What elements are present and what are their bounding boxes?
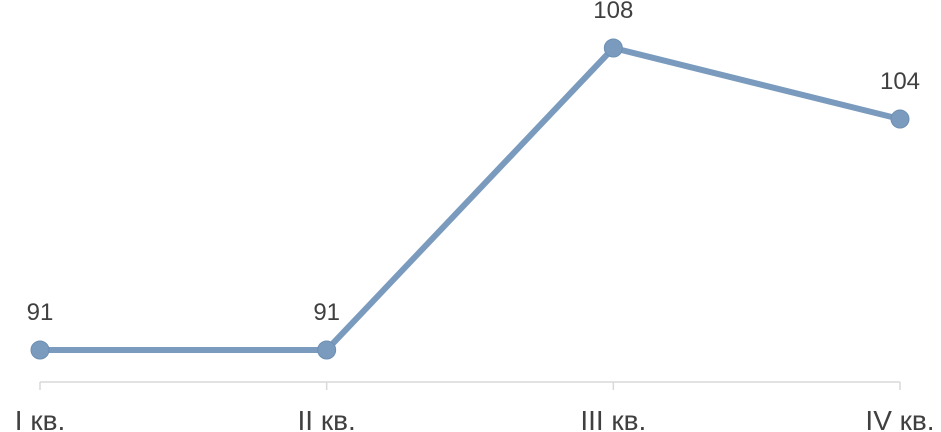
series-line-layer xyxy=(37,45,903,353)
x-tick-label: IV кв. xyxy=(865,405,934,432)
data-label: 91 xyxy=(313,299,340,326)
marker-layer xyxy=(30,38,910,360)
data-point-marker xyxy=(890,109,910,129)
x-axis xyxy=(39,381,901,390)
data-label-layer: 91 91 108 104 xyxy=(27,0,920,326)
data-point-marker xyxy=(317,340,337,360)
series-line xyxy=(37,45,903,353)
x-tick-label: I кв. xyxy=(15,405,65,432)
data-label: 108 xyxy=(593,0,633,24)
tick-label-layer: I кв. II кв. III кв. IV кв. xyxy=(15,405,935,432)
data-label: 104 xyxy=(880,68,920,95)
data-point-marker xyxy=(603,38,623,58)
data-point-marker xyxy=(30,340,50,360)
x-tick-label: III кв. xyxy=(580,405,646,432)
x-tick-label: II кв. xyxy=(298,405,356,432)
data-label: 91 xyxy=(27,299,54,326)
